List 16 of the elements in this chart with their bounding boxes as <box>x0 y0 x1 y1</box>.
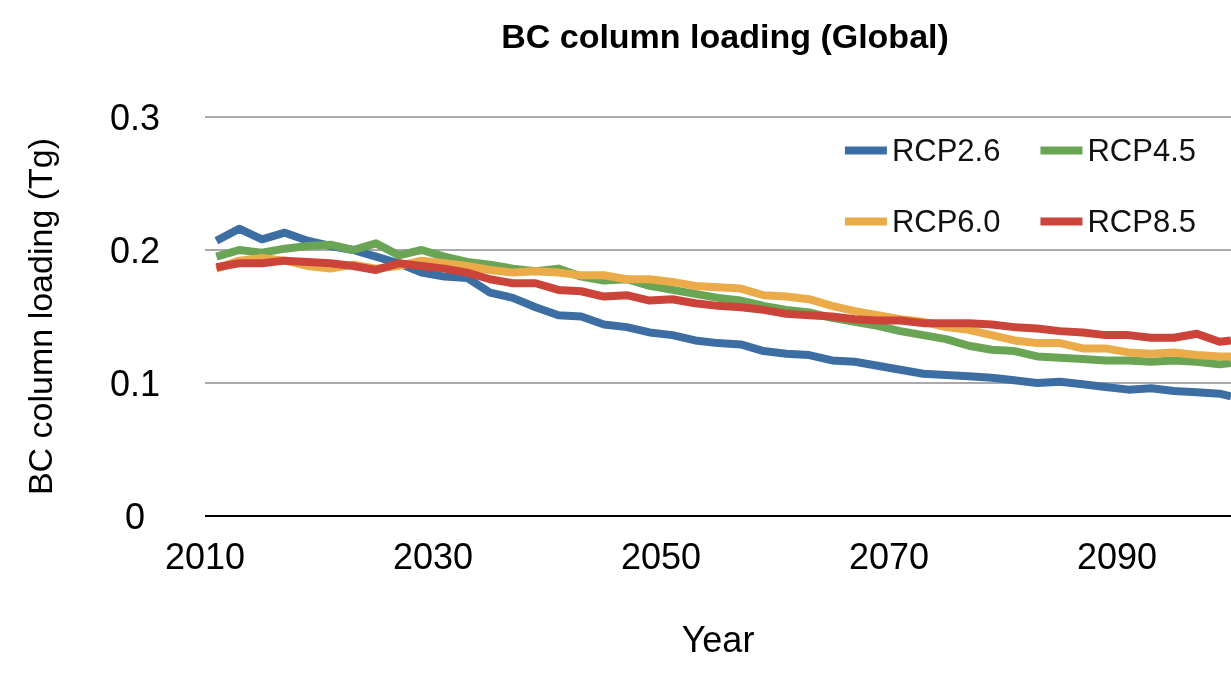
chart-title: BC column loading (Global) <box>501 17 949 55</box>
y-tick-label: 0 <box>124 495 146 537</box>
legend-label: RCP6.0 <box>891 204 1001 239</box>
legend-label: RCP4.5 <box>1087 133 1196 168</box>
y-tick-label: 0.2 <box>109 229 161 271</box>
y-tick-label: 0.1 <box>109 362 161 404</box>
x-axis-title: Year <box>681 618 755 660</box>
x-tick-label: 2090 <box>1076 535 1158 577</box>
legend-label: RCP8.5 <box>1087 204 1196 239</box>
x-tick-label: 2030 <box>392 535 474 577</box>
x-tick-label: 2070 <box>848 535 930 577</box>
y-axis-title: BC column loading (Tg) <box>21 137 59 496</box>
y-tick-label: 0.3 <box>109 96 161 138</box>
x-tick-label: 2050 <box>620 535 702 577</box>
x-tick-label: 2010 <box>164 535 246 577</box>
legend-label: RCP2.6 <box>891 133 1001 168</box>
